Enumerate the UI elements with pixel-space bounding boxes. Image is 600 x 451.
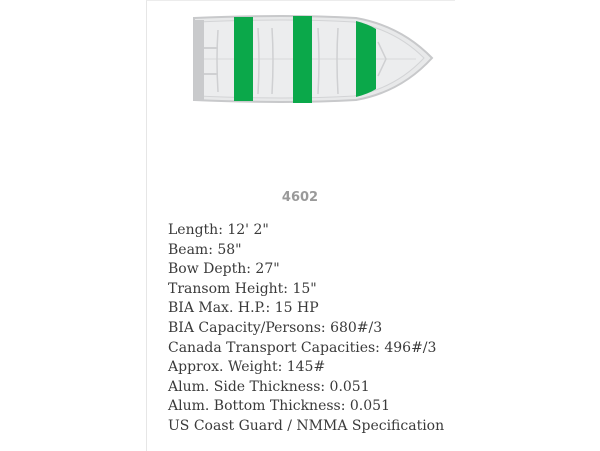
spec-transom-height: Transom Height: 15"	[168, 280, 317, 297]
green-seat	[356, 21, 376, 97]
green-seat	[234, 17, 253, 101]
spec-canada-capacity: Canada Transport Capacities: 496#/3	[168, 339, 437, 356]
spec-bottom-thickness: Alum. Bottom Thickness: 0.051	[168, 398, 390, 415]
product-card	[146, 0, 455, 451]
boat-image	[193, 15, 434, 103]
spec-side-thickness: Alum. Side Thickness: 0.051	[168, 378, 370, 395]
spec-bia-capacity: BIA Capacity/Persons: 680#/3	[168, 319, 383, 336]
spec-beam: Beam: 58"	[168, 241, 242, 258]
spec-length: Length: 12' 2"	[168, 222, 269, 238]
spec-certification: US Coast Guard / NMMA Specification	[168, 417, 445, 434]
model-number: 4602	[281, 190, 319, 205]
spec-max-hp: BIA Max. H.P.: 15 HP	[168, 300, 319, 317]
green-seat	[293, 16, 312, 103]
spec-list: Length: 12' 2" Beam: 58" Bow Depth: 27" …	[168, 221, 444, 437]
spec-weight: Approx. Weight: 145#	[168, 359, 326, 376]
spec-bow-depth: Bow Depth: 27"	[168, 261, 280, 278]
